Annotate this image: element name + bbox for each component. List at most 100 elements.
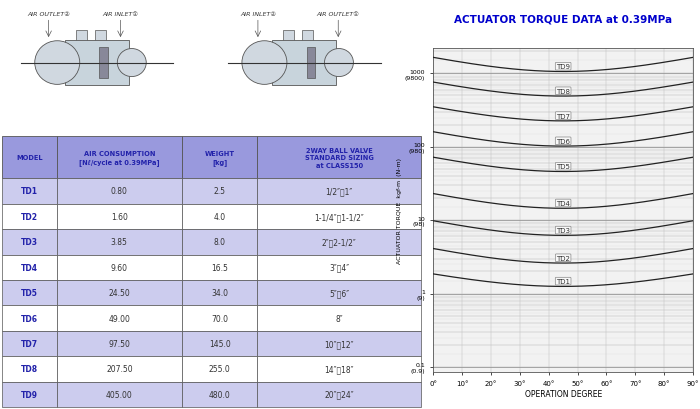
FancyBboxPatch shape: [2, 179, 57, 204]
Text: 207.50: 207.50: [106, 364, 132, 373]
Text: TD7: TD7: [556, 113, 570, 119]
Text: 97.50: 97.50: [108, 339, 130, 348]
FancyBboxPatch shape: [258, 382, 421, 407]
Text: 24.50: 24.50: [108, 288, 130, 297]
FancyBboxPatch shape: [258, 356, 421, 382]
FancyBboxPatch shape: [0, 0, 423, 131]
Text: WEIGHT
[kg]: WEIGHT [kg]: [204, 151, 234, 165]
Text: TD8: TD8: [21, 364, 38, 373]
FancyBboxPatch shape: [258, 255, 421, 280]
Text: 1-1/4″～1-1/2″: 1-1/4″～1-1/2″: [314, 212, 364, 221]
Text: TD6: TD6: [556, 139, 570, 144]
FancyBboxPatch shape: [2, 356, 57, 382]
FancyBboxPatch shape: [57, 137, 182, 179]
Text: 2WAY BALL VALVE
STANDARD SIZING
at CLASS150: 2WAY BALL VALVE STANDARD SIZING at CLASS…: [304, 148, 374, 169]
Text: 1.60: 1.60: [111, 212, 128, 221]
Text: 145.0: 145.0: [209, 339, 230, 348]
Text: 34.0: 34.0: [211, 288, 228, 297]
FancyBboxPatch shape: [2, 204, 57, 229]
Text: 2.5: 2.5: [214, 187, 226, 196]
FancyBboxPatch shape: [2, 331, 57, 356]
FancyBboxPatch shape: [307, 47, 315, 79]
Text: TD8: TD8: [556, 89, 570, 94]
Text: 49.00: 49.00: [108, 314, 130, 323]
Text: TD4: TD4: [21, 263, 38, 272]
Text: TD2: TD2: [556, 255, 570, 261]
Text: AIR INLET②: AIR INLET②: [240, 12, 276, 17]
FancyBboxPatch shape: [95, 31, 106, 41]
FancyBboxPatch shape: [65, 41, 130, 86]
Text: TD9: TD9: [21, 390, 38, 399]
Text: TD6: TD6: [21, 314, 38, 323]
Text: 0.80: 0.80: [111, 187, 128, 196]
Text: TD4: TD4: [556, 200, 570, 207]
Text: 8″: 8″: [335, 314, 343, 323]
FancyBboxPatch shape: [99, 47, 108, 79]
Circle shape: [325, 49, 354, 77]
FancyBboxPatch shape: [182, 382, 258, 407]
Text: 5″・6″: 5″・6″: [329, 288, 349, 297]
FancyBboxPatch shape: [182, 356, 258, 382]
Text: TD1: TD1: [556, 279, 570, 284]
FancyBboxPatch shape: [258, 179, 421, 204]
FancyBboxPatch shape: [57, 331, 182, 356]
FancyBboxPatch shape: [57, 306, 182, 331]
Text: 480.0: 480.0: [209, 390, 230, 399]
Text: TD5: TD5: [21, 288, 38, 297]
Text: 8.0: 8.0: [214, 238, 226, 247]
FancyBboxPatch shape: [2, 229, 57, 255]
Text: 9.60: 9.60: [111, 263, 128, 272]
Text: 2″・2-1/2″: 2″・2-1/2″: [322, 238, 356, 247]
Text: 14″～18″: 14″～18″: [324, 364, 354, 373]
FancyBboxPatch shape: [182, 255, 258, 280]
FancyBboxPatch shape: [272, 41, 337, 86]
Text: TD3: TD3: [21, 238, 38, 247]
Text: 3″・4″: 3″・4″: [329, 263, 349, 272]
FancyBboxPatch shape: [57, 280, 182, 306]
FancyBboxPatch shape: [2, 255, 57, 280]
Text: 4.0: 4.0: [214, 212, 226, 221]
Text: 405.00: 405.00: [106, 390, 133, 399]
Text: 1/2″～1″: 1/2″～1″: [326, 187, 353, 196]
FancyBboxPatch shape: [302, 31, 313, 41]
FancyBboxPatch shape: [283, 31, 294, 41]
Text: 20″・24″: 20″・24″: [324, 390, 354, 399]
Text: AIR INLET①: AIR INLET①: [102, 12, 139, 17]
Text: AIR OUTLET①: AIR OUTLET①: [317, 12, 360, 17]
Text: TD2: TD2: [21, 212, 38, 221]
FancyBboxPatch shape: [57, 382, 182, 407]
Circle shape: [242, 42, 287, 85]
Text: TD5: TD5: [556, 164, 570, 170]
Text: 70.0: 70.0: [211, 314, 228, 323]
FancyBboxPatch shape: [2, 280, 57, 306]
FancyBboxPatch shape: [57, 179, 182, 204]
FancyBboxPatch shape: [258, 137, 421, 179]
FancyBboxPatch shape: [182, 204, 258, 229]
FancyBboxPatch shape: [2, 137, 57, 179]
Text: TD3: TD3: [556, 227, 570, 234]
FancyBboxPatch shape: [57, 229, 182, 255]
Text: MODEL: MODEL: [16, 155, 43, 161]
Text: TD9: TD9: [556, 64, 570, 70]
FancyBboxPatch shape: [57, 204, 182, 229]
Circle shape: [118, 49, 146, 77]
FancyBboxPatch shape: [182, 229, 258, 255]
X-axis label: OPERATION DEGREE: OPERATION DEGREE: [524, 389, 602, 398]
Y-axis label: ACTUATOR TORQUE  kgf-m  (N-m): ACTUATOR TORQUE kgf-m (N-m): [397, 158, 402, 263]
FancyBboxPatch shape: [258, 306, 421, 331]
FancyBboxPatch shape: [182, 280, 258, 306]
Text: AIR CONSUMPTION
[Nℓ/cycle at 0.39MPa]: AIR CONSUMPTION [Nℓ/cycle at 0.39MPa]: [79, 151, 160, 165]
FancyBboxPatch shape: [57, 356, 182, 382]
FancyBboxPatch shape: [182, 179, 258, 204]
Text: ACTUATOR TORQUE DATA at 0.39MPa: ACTUATOR TORQUE DATA at 0.39MPa: [454, 14, 672, 24]
FancyBboxPatch shape: [258, 280, 421, 306]
Text: 255.0: 255.0: [209, 364, 230, 373]
Text: 3.85: 3.85: [111, 238, 128, 247]
Text: 10″・12″: 10″・12″: [324, 339, 354, 348]
FancyBboxPatch shape: [76, 31, 87, 41]
FancyBboxPatch shape: [258, 331, 421, 356]
Text: TD1: TD1: [21, 187, 38, 196]
FancyBboxPatch shape: [182, 306, 258, 331]
FancyBboxPatch shape: [182, 331, 258, 356]
FancyBboxPatch shape: [182, 137, 258, 179]
